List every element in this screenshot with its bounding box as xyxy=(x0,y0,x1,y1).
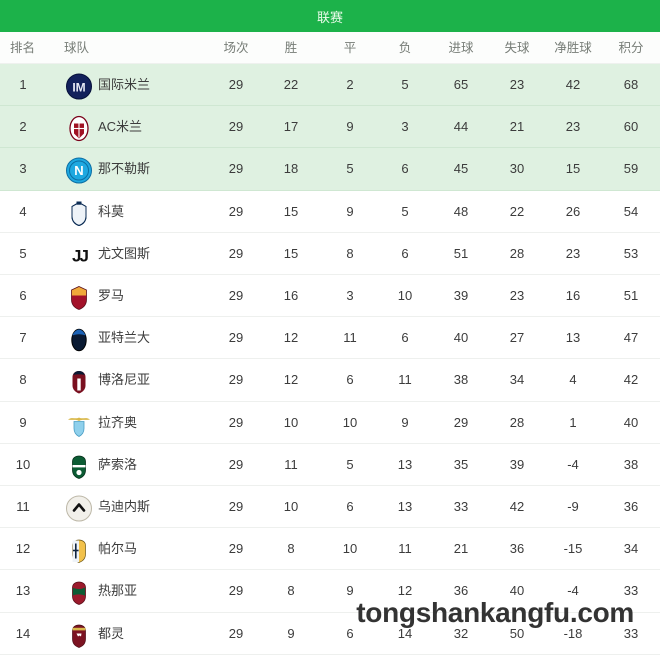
svg-text:IM: IM xyxy=(72,80,85,94)
svg-text:J: J xyxy=(80,246,89,265)
svg-text:N: N xyxy=(74,163,83,178)
